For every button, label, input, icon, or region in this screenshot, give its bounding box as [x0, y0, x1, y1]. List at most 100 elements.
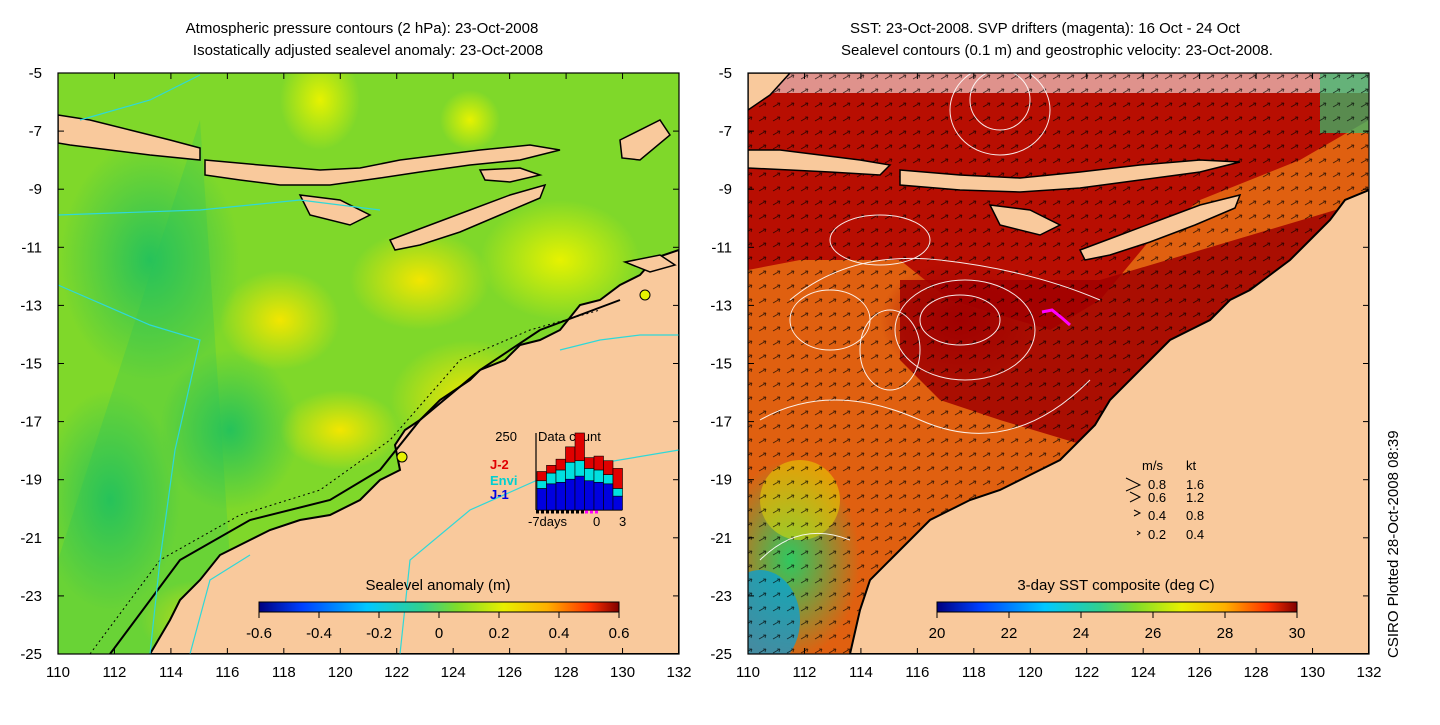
x-tick-label: 112: [102, 664, 126, 681]
speed-kt: 0.4: [1186, 527, 1204, 542]
inset-bar-envi: [593, 469, 604, 483]
y-tick-label: -23: [710, 588, 732, 605]
left-panel: Atmospheric pressure contours (2 hPa): 2…: [57, 20, 680, 655]
inset-title: Data count: [538, 429, 601, 444]
inset-bar-j1: [565, 478, 576, 511]
x-tick-label: 128: [554, 664, 579, 681]
left-colorbar-ticks: -0.6 -0.4 -0.2 0 0.2 0.4 0.6: [246, 612, 629, 642]
legend-j2: J-2: [490, 457, 509, 472]
y-tick-label: -17: [20, 414, 42, 431]
right-colorbar-ticks: 20 22 24 26 28 30: [929, 612, 1306, 642]
colorbar-tick-label: 0.6: [609, 625, 630, 642]
shelf-contour-dotted: [89, 309, 601, 654]
y-tick-label: -5: [719, 65, 732, 82]
colorbar-tick-label: 30: [1289, 625, 1306, 642]
x-tick-label: 124: [1131, 664, 1156, 681]
y-tick-label: -21: [20, 530, 42, 547]
speed-kt: 0.8: [1186, 508, 1204, 523]
left-axes: 110 112 114 116 118 120 122 124 126 128 130 132 -5 -7…: [20, 65, 691, 681]
inset-x-end: 3: [619, 514, 626, 529]
y-tick-label: -9: [719, 181, 732, 198]
x-tick-label: 120: [328, 664, 353, 681]
x-tick-label: 110: [736, 664, 760, 681]
pressure-contour: [189, 554, 251, 654]
y-tick-label: -5: [29, 65, 42, 82]
x-tick-label: 126: [1187, 664, 1212, 681]
colorbar-tick-label: -0.2: [366, 625, 392, 642]
right-panel: SST: 23-Oct-2008. SVP drifters (magenta)…: [747, 20, 1370, 655]
inset-bar-j1: [536, 488, 547, 511]
tide-gauge-marker: [639, 289, 651, 301]
colorbar-tick-label: 22: [1001, 625, 1018, 642]
inset-bar-envi: [612, 488, 623, 497]
y-tick-label: -13: [710, 297, 732, 314]
inset-bar-j1: [593, 481, 604, 511]
right-colorbar: [936, 601, 1298, 613]
left-colorbar: [258, 601, 620, 613]
y-tick-label: -17: [710, 414, 732, 431]
inset-bar-envi: [574, 460, 585, 477]
left-title-line2: Isostatically adjusted sealevel anomaly:…: [193, 42, 543, 59]
y-tick-label: -11: [21, 239, 42, 256]
lesser-sunda-sst: [899, 159, 1241, 193]
tide-gauge-marker: [396, 451, 408, 463]
speed-legend-ms-header: m/s: [1142, 458, 1163, 473]
x-tick-label: 120: [1018, 664, 1043, 681]
x-tick-label: 132: [1356, 664, 1381, 681]
speed-ms: 0.8: [1148, 477, 1166, 492]
x-tick-label: 114: [849, 664, 873, 681]
inset-bar-j2: [574, 432, 585, 462]
y-tick-label: -25: [710, 646, 732, 663]
colorbar-tick-label: 20: [929, 625, 946, 642]
x-tick-label: 114: [159, 664, 183, 681]
inset-bar-j1: [584, 480, 595, 511]
sumba-sst: [988, 204, 1062, 236]
inset-bar-j2: [565, 446, 576, 463]
y-tick-label: -25: [20, 646, 42, 663]
inset-bar-j1: [603, 483, 614, 511]
australia-land: [148, 248, 679, 654]
speed-arrow-icon: [1125, 477, 1142, 492]
shelf-contour: [109, 299, 621, 654]
x-tick-label: 132: [666, 664, 691, 681]
speed-legend-kt-header: kt: [1186, 458, 1197, 473]
legend-j1: J-1: [490, 487, 509, 502]
speed-arrow-icon: [1129, 491, 1142, 503]
inset-bar-j2: [536, 471, 547, 482]
colorbar-tick-label: 26: [1145, 625, 1162, 642]
pressure-contour: [79, 74, 201, 121]
right-colorbar-label: 3-day SST composite (deg C): [1017, 577, 1214, 594]
x-tick-label: 122: [384, 664, 409, 681]
inset-bar-j2: [603, 460, 614, 475]
pressure-contour: [58, 199, 381, 216]
speed-ms: 0.4: [1148, 508, 1166, 523]
sealevel-anomaly-map: [58, 73, 679, 654]
inset-x-zero: 0: [593, 514, 600, 529]
inset-bar-j2: [593, 455, 604, 471]
pressure-contour: [58, 284, 201, 654]
sealevel-contours: [759, 73, 1101, 561]
speed-ms: 0.6: [1148, 490, 1166, 505]
inset-bars: [536, 432, 623, 511]
x-tick-label: 118: [962, 664, 986, 681]
timor-island: [388, 183, 547, 251]
wetar-island: [478, 167, 543, 183]
inset-bar-envi: [584, 468, 595, 482]
svp-drifter-track: [1041, 308, 1071, 327]
y-tick-label: -9: [29, 181, 42, 198]
x-tick-label: 126: [497, 664, 522, 681]
colorbar-tick-label: 0.4: [549, 625, 570, 642]
australia-land-sst: [848, 188, 1369, 654]
inset-bar-j2: [584, 457, 595, 469]
speed-kt: 1.6: [1186, 477, 1204, 492]
left-title-line1: Atmospheric pressure contours (2 hPa): 2…: [186, 20, 539, 37]
data-count-inset: 250 Data count J-2 Envi J-1 -7days 0 3: [490, 429, 626, 529]
speed-arrow-icon: [1136, 530, 1141, 536]
x-tick-label: 130: [1300, 664, 1325, 681]
inset-bar-j1: [555, 481, 566, 511]
inset-x-start: -7days: [528, 514, 568, 529]
colorbar-tick-label: 28: [1217, 625, 1234, 642]
speed-kt: 1.2: [1186, 490, 1204, 505]
x-tick-label: 128: [1244, 664, 1269, 681]
